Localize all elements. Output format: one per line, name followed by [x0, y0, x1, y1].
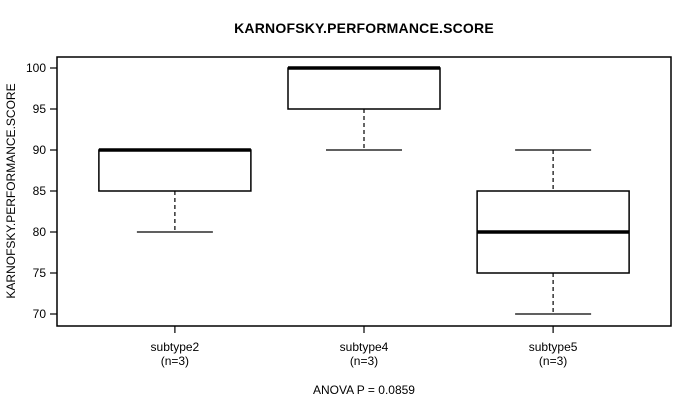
chart-title: KARNOFSKY.PERFORMANCE.SCORE: [234, 20, 494, 36]
y-tick-label: 75: [33, 266, 47, 280]
x-category-sublabel: (n=3): [350, 354, 378, 368]
anova-annotation: ANOVA P = 0.0859: [313, 383, 415, 397]
boxplot-group-subtype2: [98, 148, 252, 233]
x-category-sublabel: (n=3): [161, 354, 189, 368]
x-category-label: subtype5: [529, 340, 578, 354]
x-category-sublabel: (n=3): [539, 354, 567, 368]
boxplot-group-subtype5: [476, 149, 630, 315]
y-tick-label: 100: [26, 61, 46, 75]
y-axis-title: KARNOFSKY.PERFORMANCE.SCORE: [4, 83, 18, 299]
y-tick-label: 80: [33, 225, 47, 239]
x-category-label: subtype2: [151, 340, 200, 354]
iqr-box: [287, 67, 441, 110]
y-tick-label: 90: [33, 143, 47, 157]
boxplot-group-subtype4: [287, 66, 441, 151]
y-tick-label: 85: [33, 184, 47, 198]
y-tick-label: 95: [33, 102, 47, 116]
iqr-box: [98, 149, 252, 192]
y-tick-label: 70: [33, 307, 47, 321]
x-category-label: subtype4: [340, 340, 389, 354]
